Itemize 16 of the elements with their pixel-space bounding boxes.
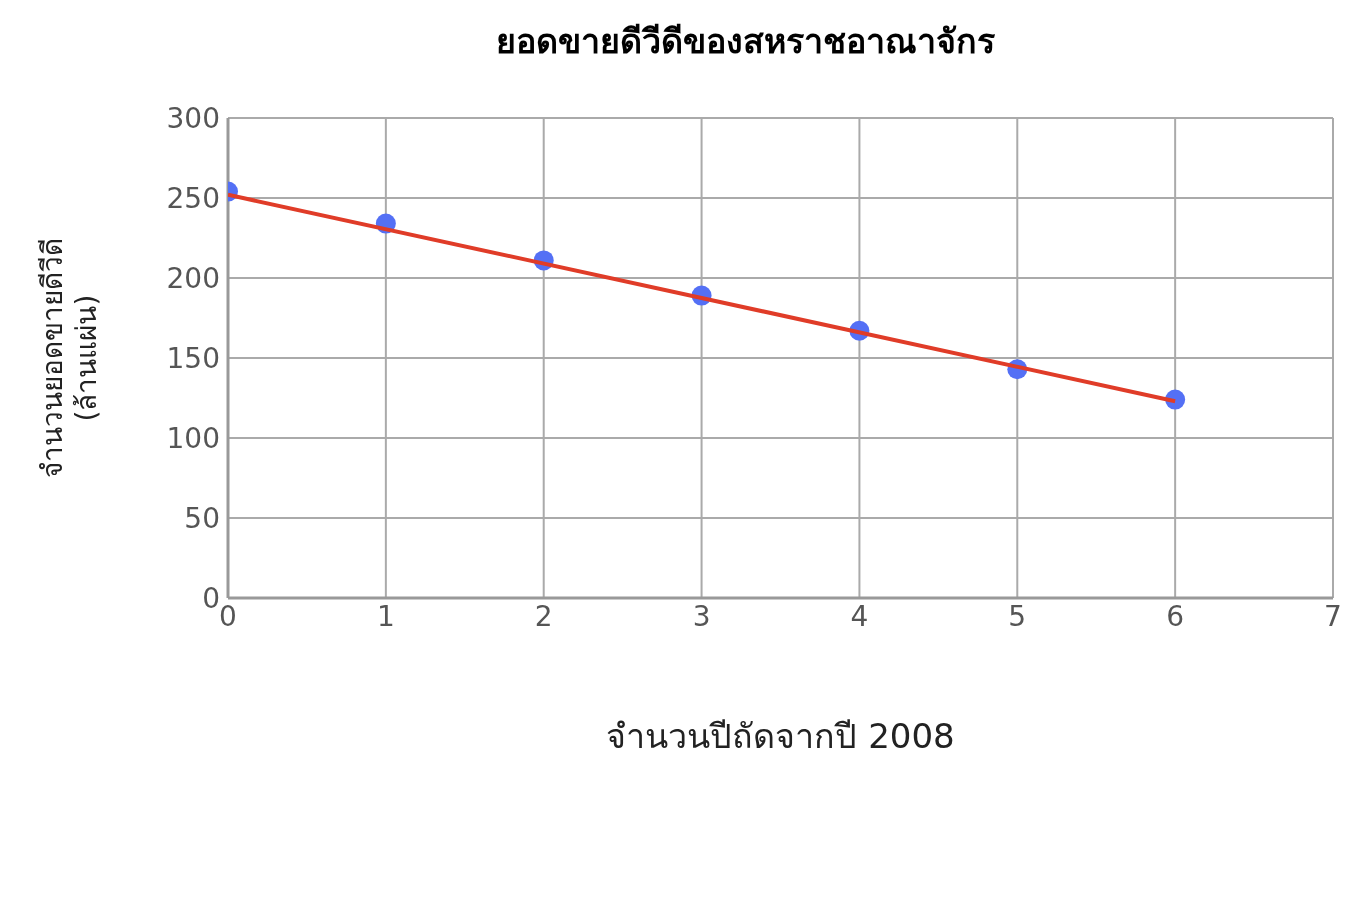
y-tick-label: 50	[184, 501, 220, 535]
x-tick-label: 7	[1324, 599, 1342, 633]
x-axis-title: จำนวนปีถัดจากปี 2008	[606, 716, 955, 756]
x-tick-label: 5	[1008, 599, 1027, 633]
x-tick-label: 3	[692, 599, 711, 633]
chart-title: ยอดขายดีวีดีของสหราชอาณาจักร	[495, 20, 996, 63]
y-tick-label: 150	[166, 341, 220, 375]
x-tick-label: 2	[534, 599, 553, 633]
y-tick-label: 200	[166, 261, 220, 295]
x-tick-label: 1	[376, 599, 395, 633]
y-axis-title: จำนวนยอดขายดีวีดี (ล้านแผ่น)	[36, 238, 103, 478]
x-tick-label: 6	[1166, 599, 1185, 633]
x-tick-label: 4	[850, 599, 869, 633]
y-tick-label: 250	[166, 181, 220, 215]
y-tick-label: 300	[166, 101, 220, 135]
y-tick-label: 100	[166, 421, 220, 455]
